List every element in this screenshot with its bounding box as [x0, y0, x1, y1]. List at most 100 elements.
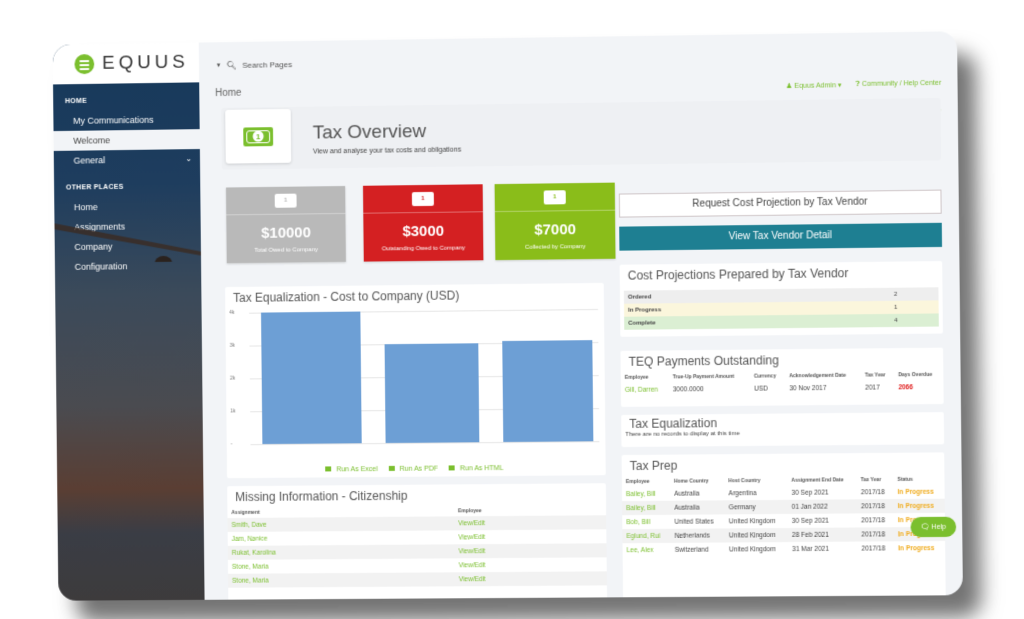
view-edit-link[interactable]: View/Edit [458, 561, 486, 569]
stat-card-total-owed[interactable]: 1 $10000 Total Owed to Company [226, 186, 346, 264]
pdf-icon [388, 465, 395, 471]
status-cell: In Progress [897, 488, 934, 496]
sidebar-item-home[interactable]: Home [73, 202, 98, 213]
report-export-links: Run As Excel Run As PDF Run As HTML [227, 464, 606, 474]
stat-value: $7000 [534, 221, 577, 239]
help-label: Help [931, 523, 947, 532]
run-as-pdf-link[interactable]: Run As PDF [388, 465, 441, 473]
chart-bar[interactable] [384, 343, 480, 444]
panel-title: Cost Projections Prepared by Tax Vendor [627, 266, 849, 283]
stat-label: Total Owed to Company [254, 247, 318, 254]
sidebar-section-other-places: OTHER PLACES [65, 183, 124, 192]
sidebar-item-welcome[interactable]: Welcome [53, 129, 200, 151]
assignment-link[interactable]: Stone, Maria [228, 572, 455, 588]
sidebar-item-general[interactable]: General ⌄ [54, 149, 200, 171]
cost-projections-panel: Cost Projections Prepared by Tax Vendor … [619, 261, 943, 337]
host-country-cell: Germany [724, 499, 788, 515]
tax-year-cell: 2017/18 [856, 499, 894, 514]
help-button[interactable]: 🗨︎ Help [910, 516, 957, 538]
table-row-complete[interactable]: Complete 4 [624, 313, 939, 330]
column-header: Employee [625, 478, 650, 486]
request-cost-projection-button[interactable]: Request Cost Projection by Tax Vendor [618, 189, 942, 218]
chevron-down-icon: ⌄ [185, 154, 193, 164]
sidebar-background-image [54, 221, 201, 264]
view-tax-vendor-detail-button[interactable]: View Tax Vendor Detail [619, 222, 943, 251]
status-count: 1 [889, 300, 939, 314]
end-date-cell: 31 Mar 2021 [792, 545, 829, 553]
host-country-cell: Argentina [728, 489, 757, 497]
stat-label: Collected by Company [525, 244, 586, 251]
home-country-cell: Switzerland [674, 546, 709, 554]
run-as-html-link[interactable]: Run As HTML [448, 465, 507, 473]
view-edit-link[interactable]: View/Edit [454, 515, 607, 531]
y-tick: 1k [230, 408, 236, 415]
employee-link[interactable]: Eglund, Rui [622, 528, 671, 544]
view-edit-link[interactable]: View/Edit [454, 543, 607, 559]
stat-label: Outstanding Owed to Company [381, 245, 466, 253]
stat-card-outstanding[interactable]: 1 $3000 Outstanding Owed to Company [363, 184, 484, 262]
caret-down-icon[interactable]: ▾ [216, 62, 221, 70]
stat-value: $3000 [402, 222, 445, 241]
tax-year-cell: 2017/18 [861, 516, 885, 524]
view-edit-link[interactable]: View/Edit [458, 533, 486, 541]
amount-cell: 3000.0000 [672, 385, 704, 393]
cost-projections-table: Ordered 2 In Progress 1 Complete 4 [623, 287, 939, 330]
sidebar-item-label: General [73, 155, 106, 166]
link-label: Run As HTML [459, 465, 504, 473]
home-country-cell: Netherlands [670, 528, 726, 543]
tax-year-cell: 2017/18 [860, 488, 885, 496]
user-menu[interactable]: ♟ Equus Admin ▾ [785, 82, 842, 91]
status-count: 2 [889, 287, 939, 301]
currency-cell: USD [754, 385, 768, 393]
y-tick: - [230, 441, 233, 448]
employee-link[interactable]: Bailey, Bill [622, 500, 671, 516]
help-center-link[interactable]: ❓︎ Community / Help Center [855, 79, 942, 89]
column-header: Tax Year [860, 477, 882, 484]
link-label: Run As PDF [399, 465, 439, 473]
host-country-cell: United Kingdom [728, 517, 776, 525]
view-edit-link[interactable]: View/Edit [454, 571, 607, 587]
user-links: ♟ Equus Admin ▾ ❓︎ Community / Help Cent… [786, 80, 941, 90]
employee-link[interactable]: Lee, Alex [626, 546, 654, 554]
employee-link[interactable]: Bailey, Bill [625, 490, 656, 498]
html-icon [448, 465, 455, 471]
status-count: 4 [890, 313, 939, 328]
breadcrumb: Home [215, 87, 242, 100]
table-row: Gill, Darren 3000.0000 USD 30 Nov 2017 2… [621, 380, 944, 397]
help-center-label: Community / Help Center [861, 79, 942, 88]
logo[interactable]: EQUUS [52, 42, 200, 85]
employee-link[interactable]: Gill, Darren [624, 386, 658, 394]
sidebar-item-my-communications[interactable]: My Communications [73, 114, 154, 126]
chart-bar[interactable] [261, 311, 362, 445]
column-header: Assignment End Date [791, 477, 844, 484]
money-bill-icon: 1 [411, 191, 434, 206]
search-pages-input[interactable]: Search Pages [242, 59, 293, 70]
end-date-cell: 30 Sep 2021 [791, 517, 830, 525]
employee-link[interactable]: Bob, Bill [626, 518, 651, 526]
stat-card-collected[interactable]: 1 $7000 Collected by Company [494, 182, 616, 261]
missing-information-panel: Missing Information - Citizenship Assign… [227, 483, 608, 601]
app-window: EQUUS HOME My Communications Welcome Gen… [52, 31, 963, 601]
logo-text: EQUUS [102, 51, 189, 74]
assignment-link[interactable]: Jam, Nanice [231, 535, 268, 543]
column-header: Tax Year [864, 372, 886, 379]
tax-year-cell: 2017/18 [857, 527, 895, 542]
status-cell: In Progress [898, 544, 935, 552]
chart-bar[interactable] [502, 340, 594, 443]
missing-info-table: Assignment Employee Smith, Dave View/Edit… [227, 505, 607, 588]
search-icon[interactable]: 🔍︎ [226, 60, 237, 70]
column-header: Currency [753, 373, 777, 380]
home-country-cell: Australia [674, 490, 700, 498]
tax-year-cell: 2017 [865, 383, 880, 392]
assignment-link[interactable]: Rukat, Karolina [227, 544, 455, 560]
y-tick: 4k [229, 309, 235, 316]
money-bill-icon: 1 [243, 126, 274, 146]
page-subtitle: View and analyse your tax costs and obli… [312, 146, 462, 156]
assignment-link[interactable]: Stone, Maria [231, 563, 269, 571]
run-as-excel-link[interactable]: Run As Excel [325, 466, 380, 473]
teq-payments-panel: TEQ Payments Outstanding Employee True-U… [620, 347, 944, 407]
days-overdue-cell: 2066 [898, 383, 914, 391]
bar-chart: 4k 3k 2k 1k - [229, 309, 600, 454]
equus-logo-icon [74, 54, 95, 75]
page-header: 1 Tax Overview View and analyse your tax… [221, 97, 942, 170]
